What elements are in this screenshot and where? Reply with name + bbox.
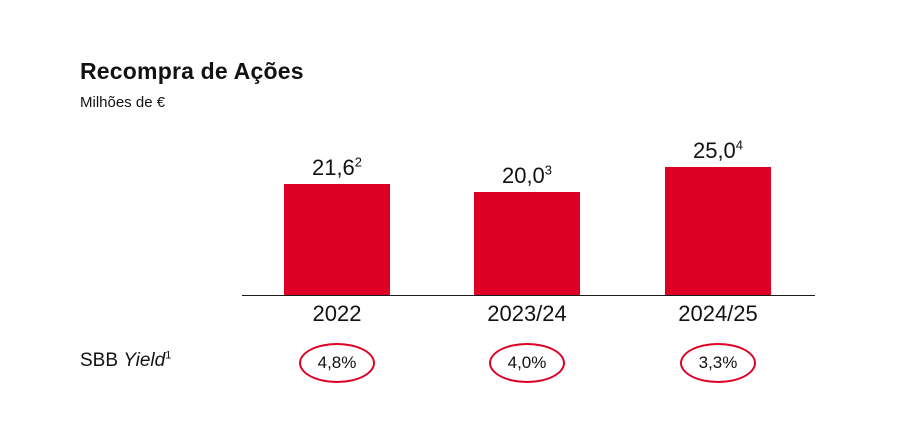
bar-group-2022: 21,62 — [284, 156, 390, 295]
bar-value: 25,0 — [692, 137, 736, 163]
yield-badge-2023-24: 4,0% — [489, 343, 565, 383]
x-axis-label-2023-24: 2023/24 — [487, 301, 567, 326]
footnote-marker: 2 — [354, 154, 363, 170]
chart-title: Recompra de Ações — [80, 58, 304, 84]
sbb-yield-italic: Yield — [123, 350, 166, 371]
x-axis-label-2024-25: 2024/25 — [678, 301, 758, 326]
bar-value: 20,0 — [501, 162, 545, 188]
bar-2024-25 — [665, 167, 771, 295]
bar-value: 21,6 — [311, 154, 355, 180]
bar-value-label: 25,04 — [693, 139, 743, 162]
footnote-marker: 1 — [165, 349, 172, 362]
chart-subtitle: Milhões de € — [80, 94, 166, 111]
x-axis-line — [242, 295, 815, 296]
bar-value-label: 20,03 — [502, 164, 552, 187]
bar-value-label: 21,62 — [312, 156, 362, 179]
sbb-yield-prefix: SBB — [80, 350, 124, 371]
sbb-yield-label: SBB Yield1 — [80, 350, 171, 372]
bar-chart: 21,62 20,03 25,04 — [242, 139, 815, 296]
bar-2022 — [284, 184, 390, 295]
yield-badge-2022: 4,8% — [299, 343, 375, 383]
footnote-marker: 4 — [735, 137, 744, 153]
bar-2023-24 — [474, 192, 580, 295]
bar-group-2024-25: 25,04 — [665, 139, 771, 295]
yield-badge-2024-25: 3,3% — [680, 343, 756, 383]
bar-group-2023-24: 20,03 — [474, 164, 580, 295]
x-axis-label-2022: 2022 — [312, 301, 362, 326]
footnote-marker: 3 — [544, 162, 553, 178]
